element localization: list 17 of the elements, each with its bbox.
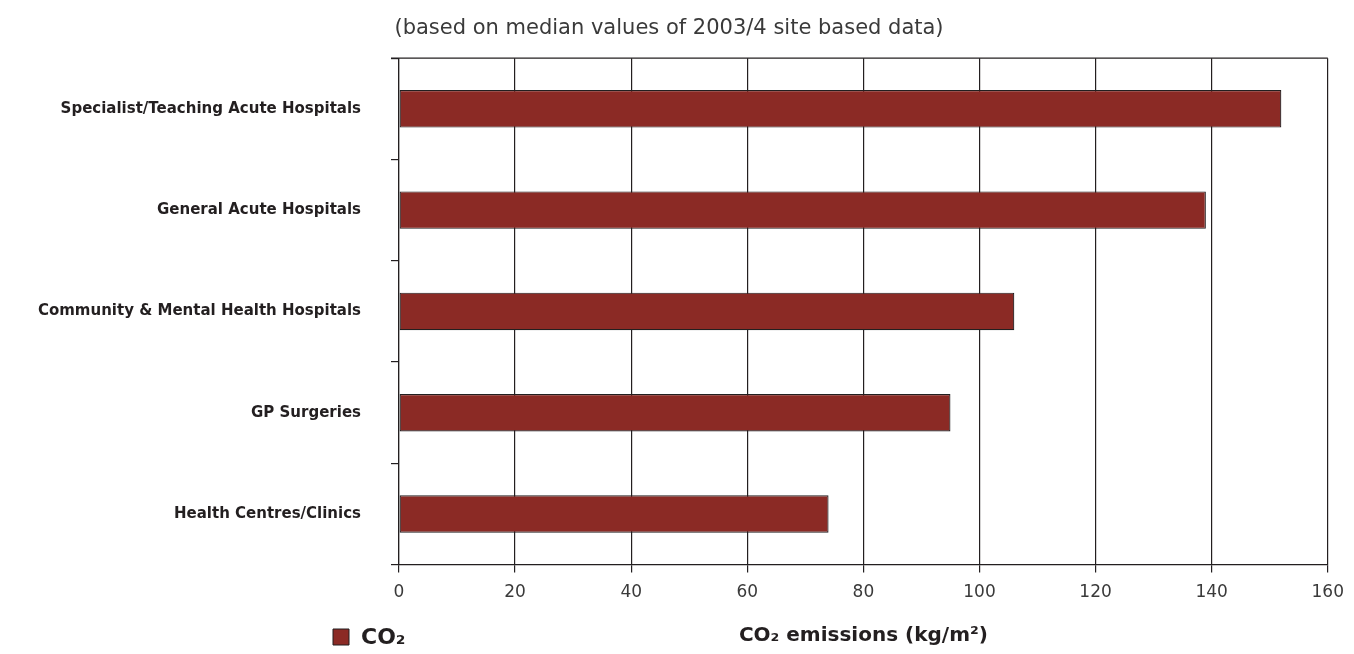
x-tick-label: 100 <box>963 581 996 602</box>
x-tick-label: 160 <box>1311 581 1344 602</box>
x-tick-label: 140 <box>1195 581 1228 602</box>
y-tick-label: General Acute Hospitals <box>157 200 362 219</box>
legend-label: CO₂ <box>361 623 406 649</box>
x-tick-label: 60 <box>736 581 759 602</box>
x-tick-label: 0 <box>393 581 405 602</box>
y-tick-label: Health Centres/Clinics <box>173 503 362 522</box>
x-tick-label: 20 <box>504 581 526 602</box>
x-tick-label: 40 <box>620 581 643 602</box>
x-axis-title: CO₂ emissions (kg/m²) <box>738 622 988 647</box>
y-tick-label: Specialist/Teaching Acute Hospitals <box>60 98 362 117</box>
y-tick-label: Community & Mental Health Hospitals <box>37 301 362 320</box>
x-tick-label: 80 <box>852 581 875 602</box>
chart-subtitle: (based on median values of 2003/4 site based data) <box>394 15 944 40</box>
y-tick-label: GP Surgeries <box>251 402 362 421</box>
x-tick-label: 120 <box>1079 581 1112 602</box>
